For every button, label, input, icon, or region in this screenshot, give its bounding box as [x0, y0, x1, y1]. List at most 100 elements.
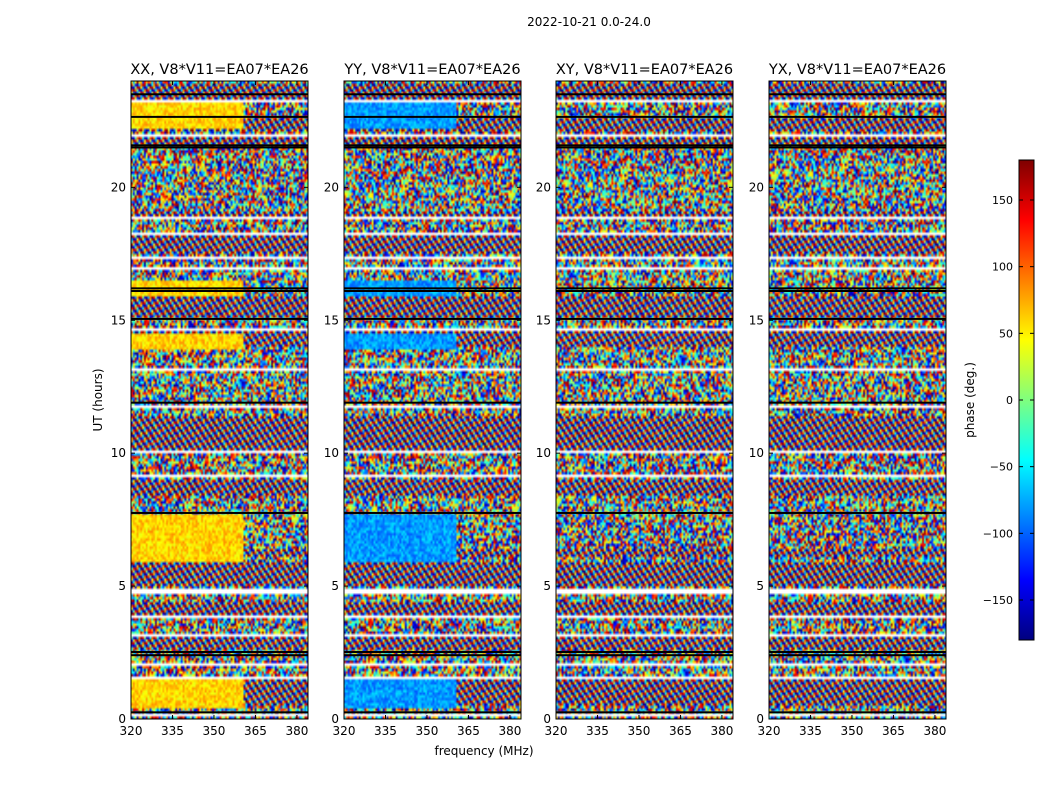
scan-separator: [769, 317, 946, 320]
scan-separator: [769, 93, 946, 96]
scan-separator: [131, 711, 308, 714]
panel-title: YY, V8*V11=EA07*EA26: [343, 62, 520, 78]
scan-separator: [556, 144, 733, 147]
panel-xy: XY, V8*V11=EA07*EA26 320 335 350 365 380 0 5 10 1…: [536, 62, 734, 738]
y-tick-label: 10: [324, 446, 339, 460]
scan-separator: [769, 290, 946, 293]
y-tick-label: 0: [756, 712, 764, 726]
scan-separator: [344, 287, 521, 290]
scan-separator: [556, 115, 733, 118]
scan-separator: [556, 711, 733, 714]
y-tick-label: 5: [756, 579, 764, 593]
y-tick-label: 15: [324, 313, 339, 327]
panel-title: YX, V8*V11=EA07*EA26: [768, 62, 946, 78]
y-tick-label: 10: [111, 446, 126, 460]
colorbar-tick-label: −100: [983, 527, 1013, 540]
heatmap-image: [556, 81, 733, 719]
scan-separator: [769, 287, 946, 290]
x-tick-label: 380: [923, 724, 946, 738]
y-axis-label: UT (hours): [91, 368, 105, 431]
y-tick-label: 20: [749, 180, 764, 194]
scan-separator: [344, 711, 521, 714]
y-tick-label: 15: [536, 313, 551, 327]
x-tick-label: 365: [669, 724, 692, 738]
panel-yy: YY, V8*V11=EA07*EA26 320 335 350 365 380 0 5 10 1…: [324, 62, 522, 738]
scan-separator: [556, 317, 733, 320]
x-tick-label: 320: [545, 724, 568, 738]
scan-separator: [344, 115, 521, 118]
colorbar-tick-label: 150: [992, 194, 1013, 207]
scan-separator: [131, 511, 308, 514]
x-axis-label: frequency (MHz): [434, 744, 533, 758]
heatmap-image: [344, 81, 521, 719]
figure-suptitle: 2022-10-21 0.0-24.0: [527, 15, 651, 29]
scan-separator: [769, 146, 946, 149]
scan-separator: [131, 146, 308, 149]
scan-separator: [131, 290, 308, 293]
scan-separator: [344, 290, 521, 293]
scan-separator: [131, 115, 308, 118]
x-tick-label: 380: [498, 724, 521, 738]
x-tick-label: 350: [203, 724, 226, 738]
x-tick-label: 350: [416, 724, 439, 738]
scan-separator: [344, 511, 521, 514]
x-tick-label: 320: [120, 724, 143, 738]
y-tick-label: 20: [111, 180, 126, 194]
x-tick-label: 335: [799, 724, 822, 738]
x-tick-label: 380: [710, 724, 733, 738]
scan-separator: [556, 146, 733, 149]
scan-separator: [131, 144, 308, 147]
x-tick-label: 335: [161, 724, 184, 738]
x-tick-label: 365: [457, 724, 480, 738]
scan-separator: [769, 144, 946, 147]
scan-separator: [131, 93, 308, 96]
y-tick-label: 0: [331, 712, 339, 726]
colorbar: 150 100 50 0 −50 −100 −150: [983, 159, 1035, 641]
y-tick-label: 5: [543, 579, 551, 593]
x-tick-label: 365: [244, 724, 267, 738]
y-tick-label: 0: [543, 712, 551, 726]
heatmap-image: [769, 81, 946, 719]
scan-separator: [556, 287, 733, 290]
scan-separator: [556, 651, 733, 654]
x-tick-label: 320: [758, 724, 781, 738]
x-tick-label: 335: [374, 724, 397, 738]
panel-yx: YX, V8*V11=EA07*EA26 320 335 350 365 380 0 5 10 1…: [749, 62, 947, 738]
panel-title: XX, V8*V11=EA07*EA26: [130, 62, 308, 78]
scan-separator: [344, 144, 521, 147]
scan-separator: [344, 651, 521, 654]
x-tick-label: 335: [586, 724, 609, 738]
scan-separator: [556, 654, 733, 657]
colorbar-tick-label: −150: [983, 594, 1013, 607]
y-tick-label: 20: [536, 180, 551, 194]
panel-title: XY, V8*V11=EA07*EA26: [556, 62, 733, 78]
colorbar-label: phase (deg.): [963, 362, 977, 438]
y-tick-label: 15: [749, 313, 764, 327]
scan-separator: [556, 93, 733, 96]
scan-separator: [131, 401, 308, 404]
scan-separator: [556, 401, 733, 404]
y-tick-label: 20: [324, 180, 339, 194]
y-tick-label: 10: [536, 446, 551, 460]
colorbar-tick-label: 50: [999, 327, 1013, 340]
y-tick-label: 5: [118, 579, 126, 593]
x-tick-label: 350: [628, 724, 651, 738]
colorbar-tick-label: 0: [1006, 394, 1013, 407]
scan-separator: [344, 654, 521, 657]
scan-separator: [769, 711, 946, 714]
y-tick-label: 0: [118, 712, 126, 726]
scan-separator: [131, 317, 308, 320]
scan-separator: [769, 401, 946, 404]
scan-separator: [131, 287, 308, 290]
axes-frame: [555, 80, 734, 720]
x-tick-label: 350: [841, 724, 864, 738]
x-tick-label: 365: [882, 724, 905, 738]
scan-separator: [344, 317, 521, 320]
x-tick-label: 380: [285, 724, 308, 738]
y-tick-label: 10: [749, 446, 764, 460]
scan-separator: [769, 115, 946, 118]
panels-group: XX, V8*V11=EA07*EA26 320 335 350 365 380 0 5 10 1…: [111, 62, 947, 738]
scan-separator: [131, 654, 308, 657]
